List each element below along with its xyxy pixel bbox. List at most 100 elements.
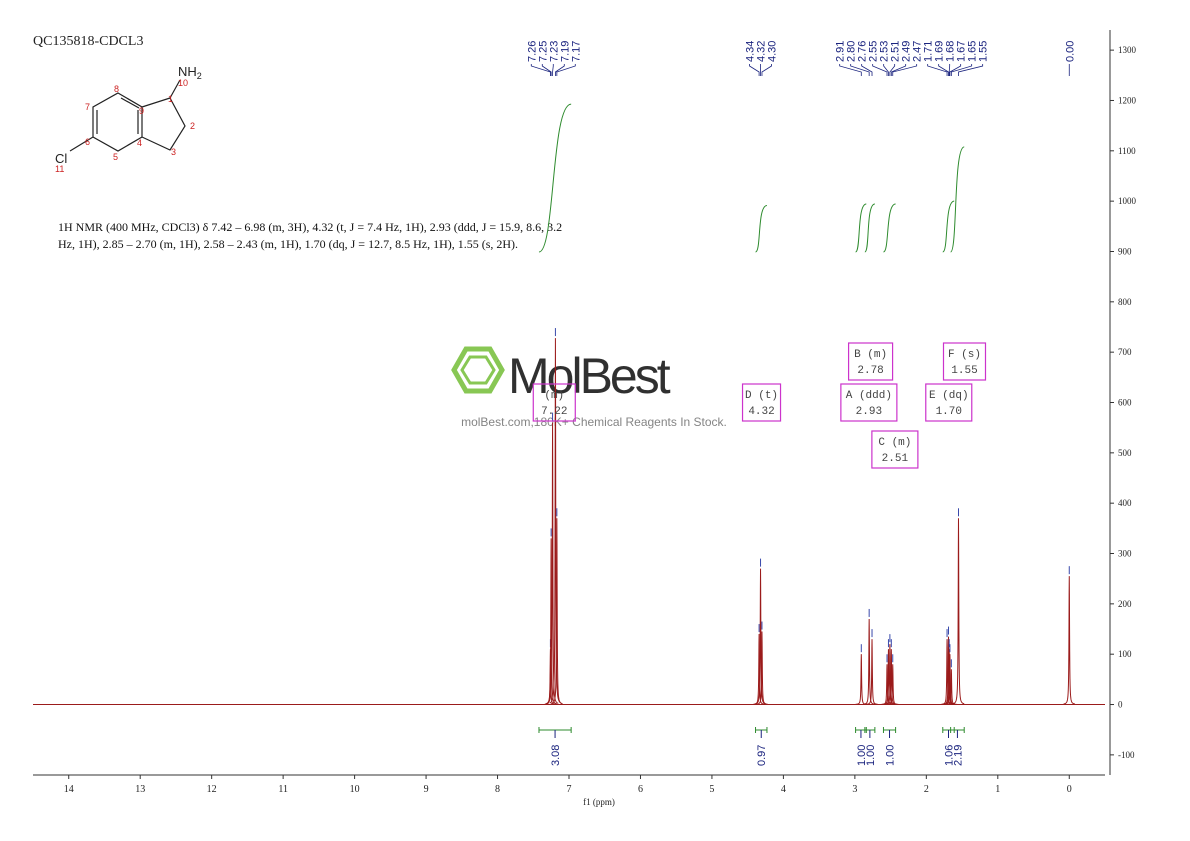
multiplet-name: A (ddd) [846, 390, 892, 402]
peak-connector [552, 64, 554, 76]
y-tick-label: 1100 [1118, 146, 1136, 156]
multiplet-shift: 1.55 [951, 365, 977, 377]
peak-label: 7.19 [559, 41, 571, 62]
peak-label: 1.65 [967, 41, 979, 62]
peak-label: 2.47 [912, 41, 924, 62]
x-tick-label: 9 [424, 784, 429, 795]
amine-label: NH2 [178, 64, 202, 81]
multiplet-shift: 1.70 [936, 406, 962, 418]
x-tick-label: 0 [1067, 784, 1072, 795]
integral-label: 2.19 [952, 745, 964, 766]
peak-label: 4.30 [767, 41, 779, 62]
multiplet-shift: 2.51 [882, 453, 909, 465]
y-tick-label: 900 [1118, 246, 1132, 256]
multiplet-name: F (s) [948, 349, 981, 361]
peak-label: 7.23 [548, 41, 560, 62]
peak [754, 568, 767, 705]
multiplet-box [942, 342, 987, 381]
integral-curve [755, 204, 768, 253]
integral-label: 1.00 [856, 745, 868, 766]
peak-label: 7.26 [526, 41, 538, 62]
atom-number: 2 [190, 121, 195, 131]
structure-bonds [69, 79, 186, 152]
integral-curve [882, 203, 896, 253]
peak-label: 2.51 [890, 41, 902, 62]
multiplet-name: (m) [544, 390, 564, 402]
y-tick-label: 600 [1118, 398, 1132, 408]
peak-connector [850, 64, 870, 76]
atom-number: 3 [171, 147, 176, 157]
plot: 14 13 12 11 10 9 8 7 6 5 4 3 2 1 0f1 (ppm)-10001002003… [33, 30, 1137, 807]
amine-text: NH [178, 64, 197, 79]
multiplet-box [532, 383, 576, 422]
x-tick-label: 14 [64, 784, 74, 795]
description-line: Hz, 1H), 2.85 – 2.70 (m, 1H), 2.58 – 2.4… [58, 237, 518, 251]
x-tick-label: 3 [852, 784, 857, 795]
peak-connector [889, 64, 896, 76]
description-line: 1H NMR (400 MHz, CDCl3) δ 7.42 – 6.98 (m… [58, 220, 562, 234]
peak-connector [761, 64, 772, 76]
chlorine-label: Cl [55, 151, 67, 166]
y-tick-label: 700 [1118, 347, 1132, 357]
peak-connector [872, 64, 888, 76]
peak [863, 618, 875, 705]
integral-label: 3.08 [550, 745, 562, 766]
peak-connector [883, 64, 889, 76]
peak [855, 654, 868, 705]
peak-label: 7.25 [537, 41, 549, 62]
atom-number: 8 [114, 84, 119, 94]
integral-curve [950, 146, 965, 253]
peak-label: 7.17 [570, 41, 582, 62]
peak [952, 518, 965, 705]
peak-label: 2.53 [879, 41, 891, 62]
watermark-logo-inner [460, 355, 496, 385]
peak-connector [938, 64, 949, 76]
integral-label: 1.00 [865, 745, 877, 766]
watermark-tagline: molBest.com,180K+ Chemical Reagents In S… [461, 415, 727, 429]
atom-number: 6 [85, 137, 90, 147]
y-tick-label: 800 [1118, 297, 1132, 307]
x-tick-label: 8 [495, 784, 500, 795]
x-tick-label: 5 [709, 784, 714, 795]
peak [1063, 576, 1076, 705]
multiplet-shift: 2.78 [857, 365, 883, 377]
atom-numbers: 1 2 3 4 5 6 7 8 9 10 11 [55, 78, 195, 174]
y-tick-label: 200 [1118, 599, 1132, 609]
peak-connector [950, 64, 973, 76]
peak [546, 422, 559, 704]
multiplet-box [925, 383, 973, 422]
atom-number: 5 [113, 152, 118, 162]
y-tick-label: -100 [1118, 750, 1135, 760]
peak-connector [892, 64, 918, 76]
peak [551, 518, 563, 705]
y-tick-label: 100 [1118, 649, 1132, 659]
atom-number: 9 [139, 106, 144, 116]
peak-label: 2.55 [868, 41, 880, 62]
multiplet-box [871, 430, 919, 469]
integral-curve [855, 203, 867, 253]
x-axis-label: f1 (ppm) [583, 797, 615, 807]
watermark: MolBest molBest.com,180K+ Chemical Reage… [451, 346, 727, 429]
x-tick-label: 12 [207, 784, 217, 795]
x-tick-label: 2 [924, 784, 929, 795]
multiplet-name: D (t) [745, 390, 778, 402]
atom-number: 10 [178, 78, 188, 88]
peak-label: 2.49 [901, 41, 913, 62]
peak-label: 4.32 [756, 41, 768, 62]
peak [866, 639, 878, 705]
multiplet-shift: 7.22 [541, 406, 567, 418]
multiplet-name: C (m) [878, 437, 911, 449]
integral-label: 0.97 [756, 745, 768, 766]
peak-connector [839, 64, 862, 76]
atom-number: 1 [168, 94, 173, 104]
x-tick-label: 7 [567, 784, 572, 795]
y-tick-label: 1200 [1118, 95, 1137, 105]
peak-label: 2.80 [846, 41, 858, 62]
peak-connector [530, 64, 551, 76]
peak [886, 664, 899, 705]
x-tick-label: 13 [135, 784, 145, 795]
x-tick-label: 6 [638, 784, 643, 795]
y-tick-label: 1300 [1118, 45, 1137, 55]
